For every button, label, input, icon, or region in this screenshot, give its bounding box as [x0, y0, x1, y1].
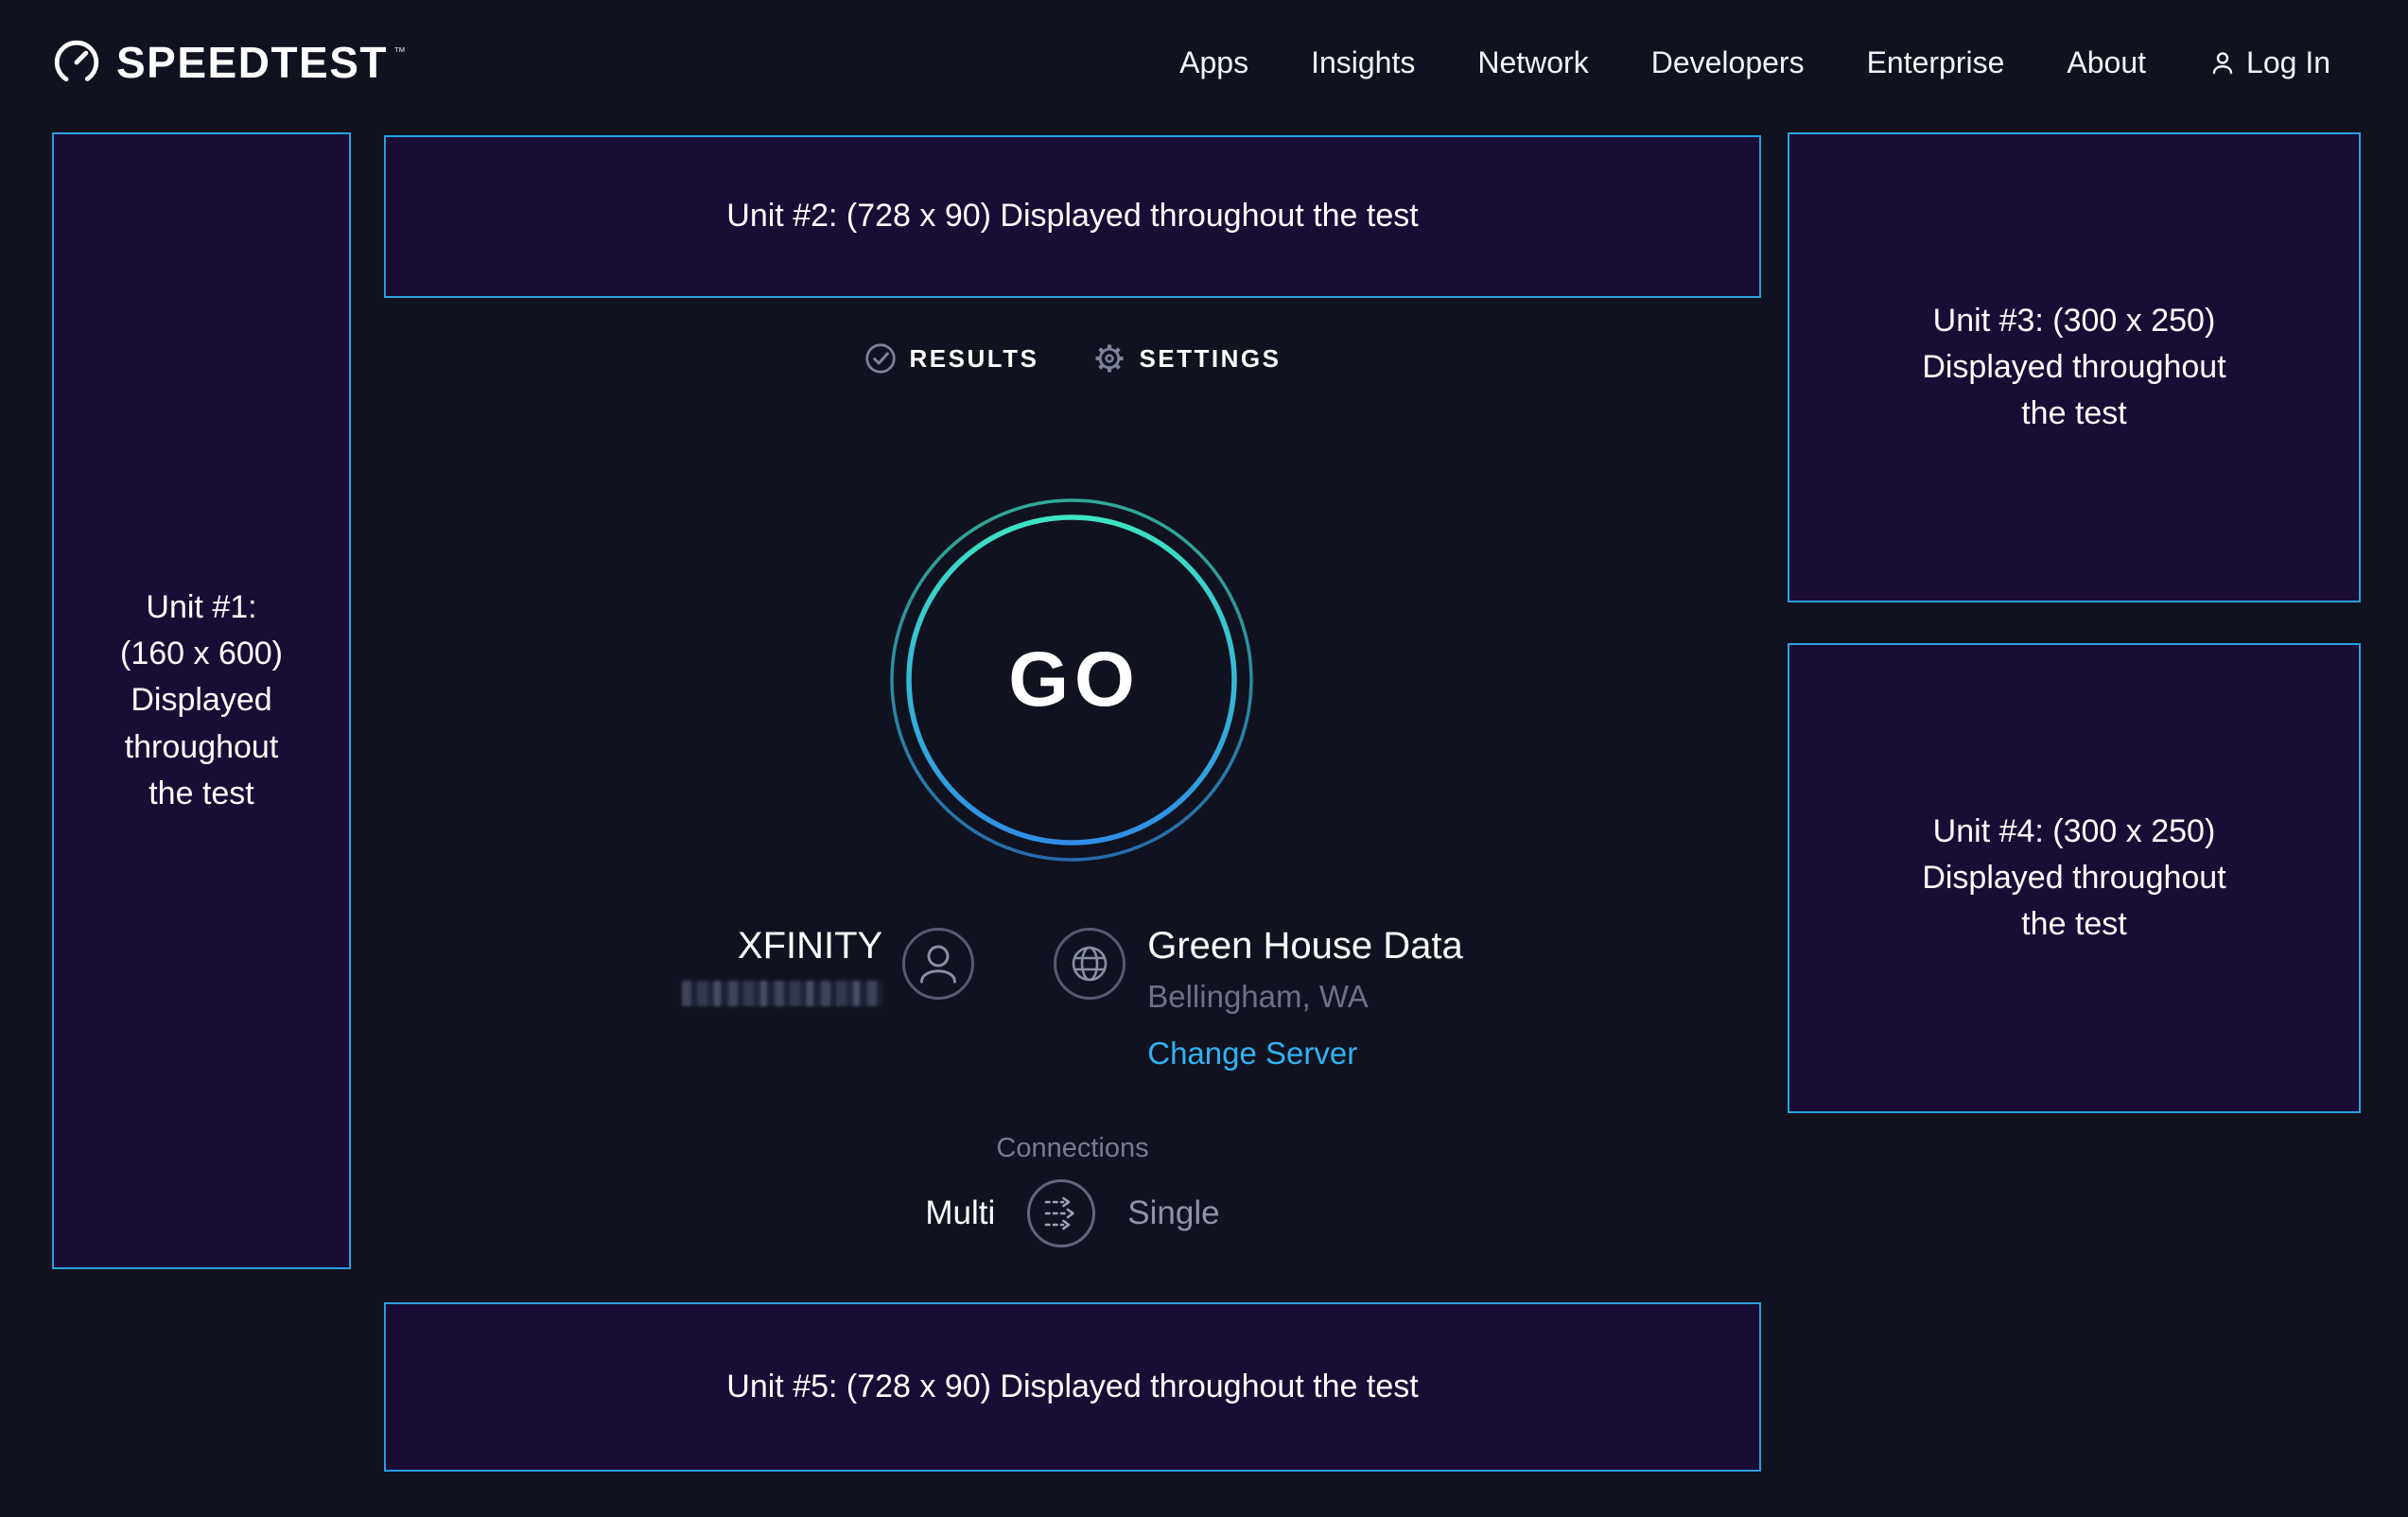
header: SPEEDTEST ™ Apps Insights Network Develo… — [0, 0, 2408, 115]
connections-toggle[interactable] — [1025, 1177, 1097, 1249]
ad-unit-3[interactable]: Unit #3: (300 x 250) Displayed throughou… — [1788, 132, 2361, 602]
nav-item-enterprise[interactable]: Enterprise — [1866, 44, 2005, 79]
server-name: Green House Data — [1147, 925, 1463, 967]
nav-item-developers[interactable]: Developers — [1650, 44, 1805, 79]
nav-item-apps[interactable]: Apps — [1179, 44, 1249, 79]
speedtest-logo[interactable]: SPEEDTEST ™ — [52, 37, 406, 88]
ad-unit-2[interactable]: Unit #2: (728 x 90) Displayed throughout… — [384, 135, 1761, 298]
logo-text: SPEEDTEST — [116, 38, 389, 87]
tab-results[interactable]: RESULTS — [864, 342, 1039, 375]
ad-unit-4-label: Unit #4: (300 x 250) Displayed throughou… — [1922, 812, 2226, 943]
connections-single-option[interactable]: Single — [1127, 1194, 1220, 1231]
ad-unit-3-label: Unit #3: (300 x 250) Displayed throughou… — [1922, 302, 2226, 432]
gauge-icon — [52, 38, 101, 87]
nav-item-about[interactable]: About — [2067, 44, 2147, 79]
person-icon — [2208, 48, 2237, 77]
multi-arrows-icon — [1027, 1179, 1096, 1247]
ad-unit-2-label: Unit #2: (728 x 90) Displayed throughout… — [726, 198, 1419, 235]
connections-label: Connections — [996, 1133, 1149, 1163]
ad-unit-5[interactable]: Unit #5: (728 x 90) Displayed throughout… — [384, 1302, 1761, 1472]
server-block: Green House Data Bellingham, WA Change S… — [1147, 925, 1463, 1072]
connection-info-row: XFINITY Green House Data — [384, 925, 1761, 1072]
login-label: Log In — [2246, 44, 2330, 79]
ad-unit-1-label: Unit #1: (160 x 600) Displayed throughou… — [120, 588, 283, 811]
nav-item-network[interactable]: Network — [1477, 44, 1589, 79]
isp-block: XFINITY — [682, 925, 883, 1006]
globe-icon — [1053, 927, 1126, 1001]
nav-menu: Apps Insights Network Developers Enterpr… — [1179, 45, 2330, 80]
go-button[interactable]: GO — [886, 495, 1257, 865]
user-icon — [901, 927, 975, 1001]
ad-unit-4[interactable]: Unit #4: (300 x 250) Displayed throughou… — [1788, 643, 2361, 1113]
view-tabs: RESULTS — [384, 342, 1761, 375]
go-ring — [890, 498, 1253, 862]
tab-results-label: RESULTS — [909, 343, 1039, 373]
logo-trademark: ™ — [393, 44, 407, 59]
nav-item-insights[interactable]: Insights — [1311, 44, 1416, 79]
go-label: GO — [1008, 636, 1141, 723]
server-location: Bellingham, WA — [1147, 979, 1369, 1014]
ad-unit-5-label: Unit #5: (728 x 90) Displayed throughout… — [726, 1368, 1419, 1404]
login-button[interactable]: Log In — [2208, 45, 2330, 80]
connections-multi-option[interactable]: Multi — [925, 1194, 996, 1231]
ad-unit-1[interactable]: Unit #1: (160 x 600) Displayed throughou… — [52, 132, 351, 1269]
check-circle-icon — [864, 342, 897, 375]
isp-name: XFINITY — [737, 925, 883, 967]
change-server-link[interactable]: Change Server — [1147, 1036, 1358, 1071]
tab-settings-label: SETTINGS — [1139, 343, 1282, 373]
redacted-ip-text — [682, 981, 883, 1006]
tab-settings[interactable]: SETTINGS — [1093, 342, 1281, 375]
gear-icon — [1093, 342, 1125, 375]
connections-row: Multi Single — [384, 1177, 1761, 1249]
